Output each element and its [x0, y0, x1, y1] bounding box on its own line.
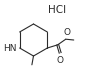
Text: O: O — [63, 28, 70, 37]
Text: HN: HN — [3, 44, 16, 52]
Text: O: O — [57, 56, 64, 65]
Text: HCl: HCl — [48, 5, 67, 15]
